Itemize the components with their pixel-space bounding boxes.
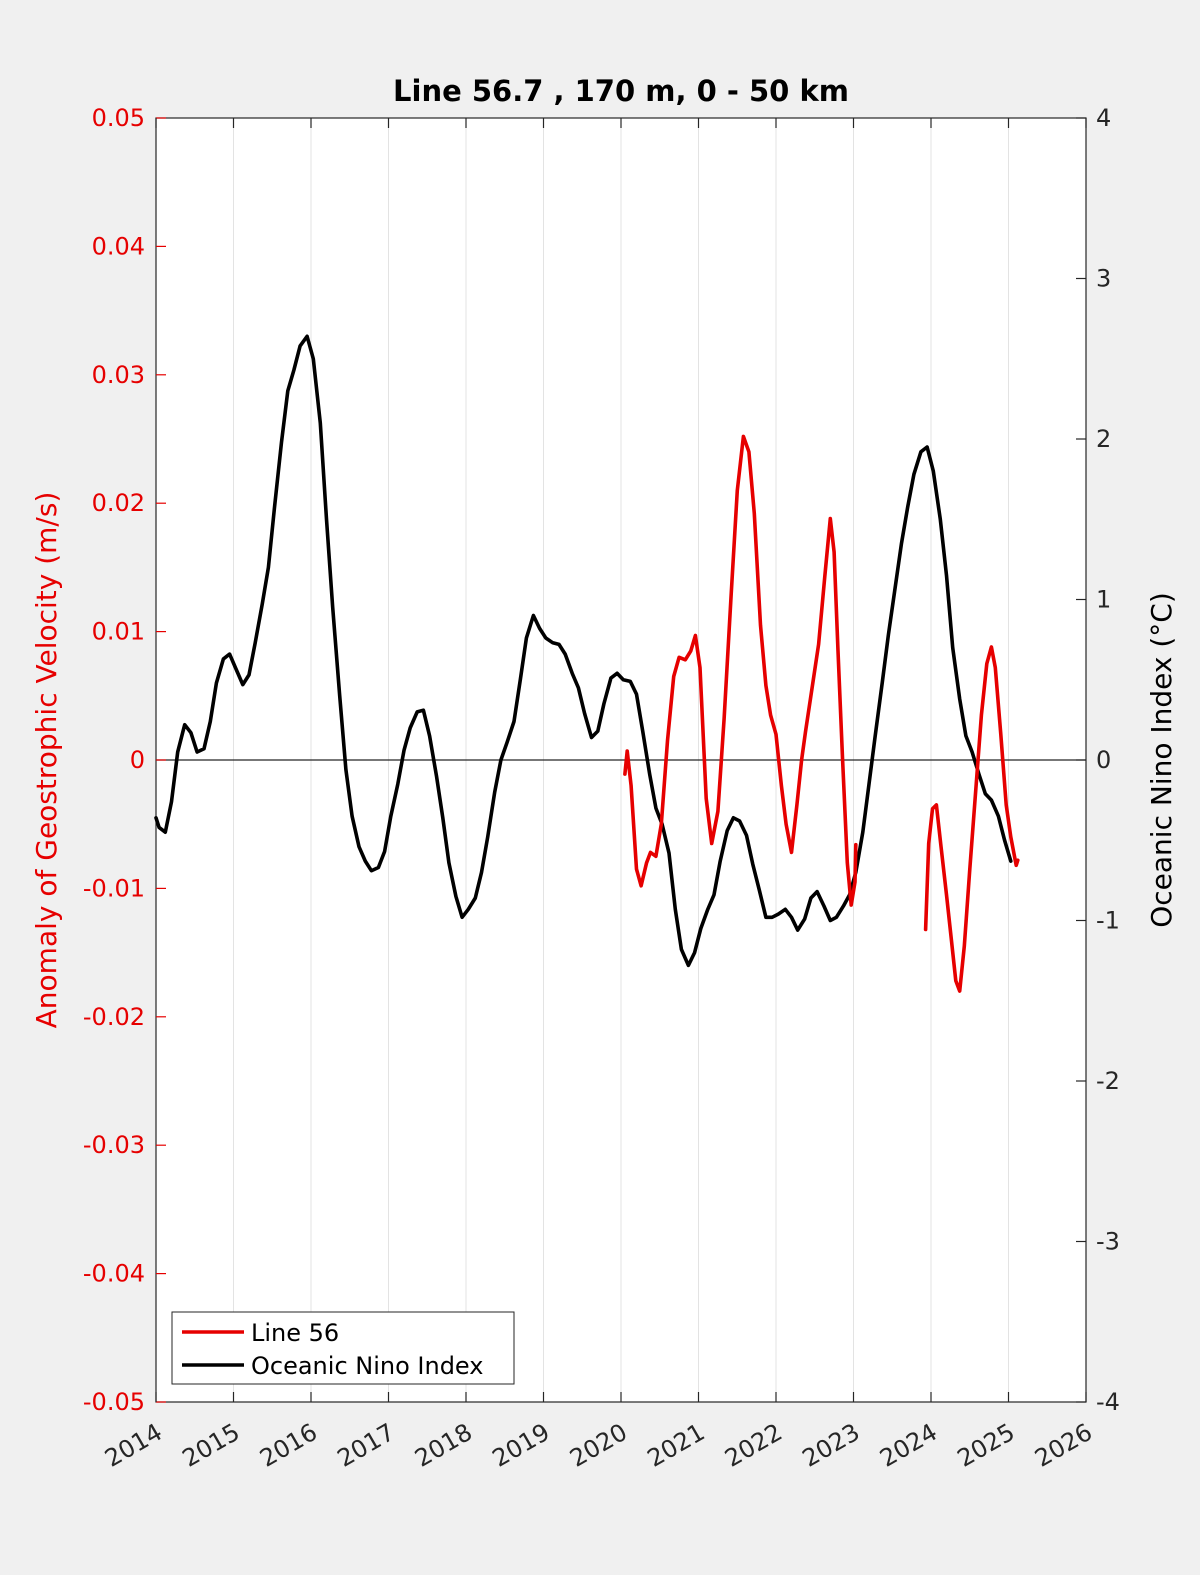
series-line-line-56 [923,645,1020,993]
right-tick-label: -1 [1096,907,1120,935]
right-axis-ticks: 4 3 2 1 0 -1 -2 -3 -4 [1076,104,1120,1416]
left-axis-label: Anomaly of Geostrophic Velocity (m/s) [30,492,63,1029]
left-tick-label: 0.05 [92,104,145,132]
legend-label-line-56: Line 56 [251,1319,339,1347]
right-tick-label: 0 [1096,746,1111,774]
series-line-oceanic-nino-index [154,334,1013,968]
left-tick-label: -0.01 [83,874,145,902]
right-tick-label: 4 [1096,104,1111,132]
right-axis-label: Oceanic Nino Index (°C) [1145,592,1178,928]
left-tick-label: 0.03 [92,361,145,389]
left-tick-label: 0.04 [92,232,145,260]
left-tick-label: -0.04 [83,1260,145,1288]
left-axis-ticks: 0.05 0.04 0.03 0.02 0.01 0 -0.01 -0.02 -0.03 -0.0… [83,104,166,1416]
right-tick-label: -4 [1096,1388,1120,1416]
series-lines [154,334,1020,993]
left-tick-label: -0.05 [83,1388,145,1416]
legend-label-oni: Oceanic Nino Index [251,1352,483,1380]
right-tick-label: -3 [1096,1228,1120,1256]
legend-box [171,1311,515,1385]
left-tick-label: 0 [130,746,145,774]
legend: Line 56 Oceanic Nino Index [171,1311,515,1385]
left-tick-label: 0.02 [92,489,145,517]
right-tick-label: 3 [1096,265,1111,293]
chart-title: Line 56.7 , 170 m, 0 - 50 km [393,74,849,108]
left-tick-label: 0.01 [92,618,145,646]
left-tick-label: -0.02 [83,1003,145,1031]
right-tick-label: 2 [1096,425,1111,453]
left-tick-label: -0.03 [83,1131,145,1159]
right-tick-label: -2 [1096,1067,1120,1095]
series-line-line-56 [623,434,858,907]
right-tick-label: 1 [1096,586,1111,614]
